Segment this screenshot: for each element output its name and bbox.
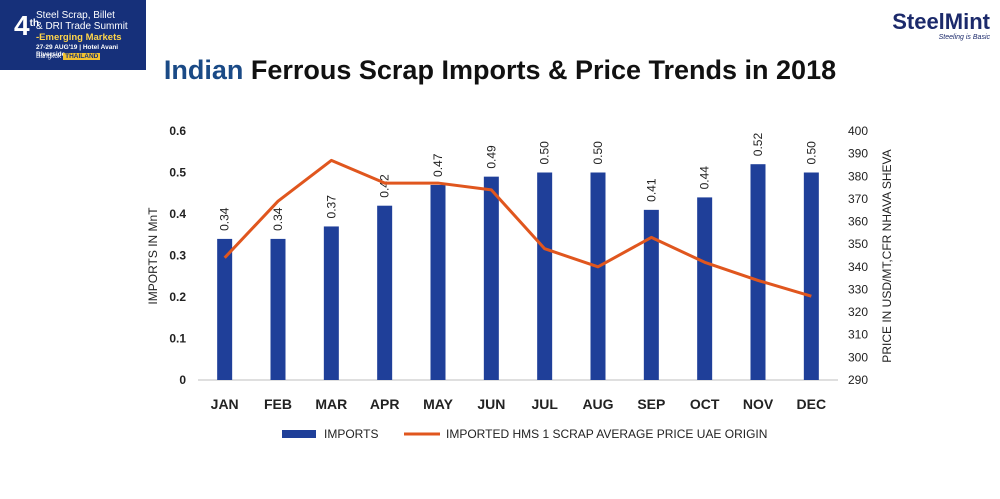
legend-price-label: IMPORTED HMS 1 SCRAP AVERAGE PRICE UAE O…: [446, 427, 767, 441]
edition-number: 4th: [14, 10, 40, 41]
bar-value-label: 0.44: [698, 166, 712, 190]
bar-aug: [590, 172, 606, 380]
bar-may: [430, 184, 446, 380]
bar-value-label: 0.37: [324, 195, 338, 219]
x-tick-label: DEC: [797, 396, 827, 412]
x-tick-label: MAR: [315, 396, 347, 412]
y2-tick-label: 300: [848, 350, 868, 364]
bar-value-label: 0.50: [804, 141, 818, 165]
y-tick-label: 0.2: [169, 290, 186, 304]
y2-tick-label: 330: [848, 282, 868, 296]
bar-value-label: 0.50: [591, 141, 605, 165]
bar-jul: [537, 172, 553, 380]
x-tick-label: APR: [370, 396, 400, 412]
x-tick-label: JAN: [211, 396, 239, 412]
bar-value-label: 0.34: [271, 207, 285, 231]
y2-tick-label: 350: [848, 237, 868, 251]
event-title-line2: & DRI Trade Summit: [36, 21, 128, 32]
y2-tick-label: 380: [848, 169, 868, 183]
bar-value-label: 0.41: [644, 178, 658, 202]
x-tick-label: FEB: [264, 396, 292, 412]
y-tick-label: 0.6: [169, 124, 186, 138]
y2-tick-label: 390: [848, 147, 868, 161]
event-subtitle: -Emerging Markets: [36, 32, 122, 43]
price-line: [223, 158, 812, 298]
y2-axis-title: PRICE IN USD/MT,CFR NHAVA SHEVA: [880, 149, 894, 362]
y-axis-title: IMPORTS IN MnT: [146, 207, 160, 305]
x-tick-label: MAY: [423, 396, 453, 412]
y-tick-label: 0.1: [169, 332, 186, 346]
bar-value-label: 0.52: [751, 133, 765, 157]
bar-value-label: 0.34: [218, 207, 232, 231]
page-title: Indian Ferrous Scrap Imports & Price Tre…: [163, 55, 837, 85]
x-tick-label: JUN: [477, 396, 505, 412]
bar-sep: [643, 209, 659, 380]
event-date-venue: 27-29 AUG'19 | Hotel Avani Riverside: [36, 44, 119, 58]
bar-value-label: 0.42: [378, 174, 392, 198]
x-tick-label: AUG: [582, 396, 613, 412]
y-tick-label: 0.4: [169, 207, 186, 221]
bar-jun: [483, 176, 499, 380]
bar-apr: [377, 205, 393, 380]
event-location: Bangkok THAILAND: [36, 53, 101, 60]
event-title-line1: Steel Scrap, Billet: [36, 10, 115, 21]
bar-value-label: 0.49: [484, 145, 498, 169]
y-tick-label: 0: [179, 373, 186, 387]
y2-tick-label: 400: [848, 124, 868, 138]
x-tick-label: SEP: [637, 396, 665, 412]
x-tick-label: JUL: [531, 396, 558, 412]
bar-value-label: 0.50: [538, 141, 552, 165]
legend-imports-label: IMPORTS: [324, 427, 378, 441]
event-badge: 4th Steel Scrap, Billet & DRI Trade Summ…: [0, 0, 146, 70]
y2-tick-label: 290: [848, 373, 868, 387]
steelmint-logo: SteelMint Steeling is Basic: [892, 9, 990, 42]
x-tick-label: OCT: [690, 396, 720, 412]
bar-dec: [803, 172, 819, 380]
legend-imports-swatch: [282, 430, 316, 438]
x-tick-label: NOV: [743, 396, 774, 412]
y2-tick-label: 370: [848, 192, 868, 206]
bar-value-label: 0.47: [431, 153, 445, 177]
y-tick-label: 0.3: [169, 249, 186, 263]
y2-tick-label: 360: [848, 215, 868, 229]
bar-nov: [750, 164, 766, 380]
bar-feb: [270, 238, 286, 380]
bar-mar: [323, 226, 339, 380]
bar-oct: [697, 197, 713, 380]
y-tick-label: 0.5: [169, 166, 186, 180]
bar-jan: [217, 238, 233, 380]
y2-tick-label: 320: [848, 305, 868, 319]
y2-tick-label: 340: [848, 260, 868, 274]
y2-tick-label: 310: [848, 328, 868, 342]
